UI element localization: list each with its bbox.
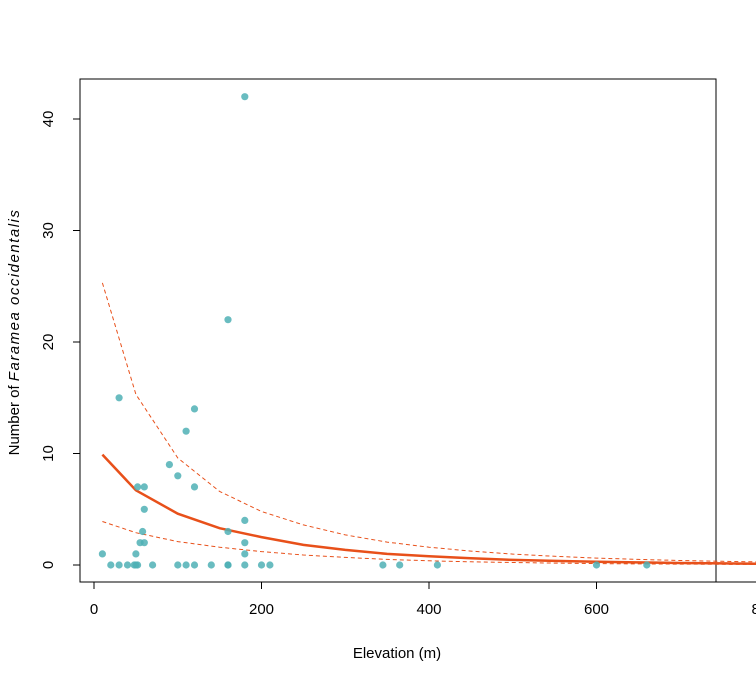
data-point bbox=[241, 539, 249, 547]
fitted-curve bbox=[101, 453, 756, 565]
data-point bbox=[241, 561, 249, 569]
data-point bbox=[149, 561, 157, 569]
y-tick-label: 40 bbox=[40, 111, 57, 128]
data-point bbox=[224, 561, 232, 569]
data-point bbox=[139, 527, 147, 536]
data-point bbox=[182, 427, 190, 435]
y-tick-label: 20 bbox=[40, 334, 57, 351]
data-points bbox=[98, 93, 651, 569]
data-point bbox=[224, 527, 232, 536]
data-point bbox=[241, 93, 249, 101]
data-point bbox=[257, 561, 266, 569]
data-point bbox=[174, 472, 182, 480]
data-point bbox=[140, 483, 148, 491]
upper-band-line bbox=[101, 282, 756, 563]
data-point bbox=[190, 483, 199, 491]
data-point bbox=[266, 561, 274, 569]
data-point bbox=[190, 405, 199, 413]
x-tick-label: 600 bbox=[584, 601, 609, 618]
data-point bbox=[433, 561, 441, 569]
plot-frame bbox=[79, 78, 717, 583]
x-tick-label: 0 bbox=[90, 601, 98, 618]
y-axis-title-species: Faramea occidentalis bbox=[6, 209, 23, 382]
data-point bbox=[182, 561, 190, 569]
fit-line bbox=[101, 453, 756, 565]
data-point bbox=[115, 561, 123, 569]
x-axis-title: Elevation (m) bbox=[353, 645, 441, 662]
data-point bbox=[207, 561, 215, 569]
data-point bbox=[98, 550, 106, 558]
y-tick-label: 30 bbox=[40, 222, 57, 239]
data-point bbox=[190, 561, 199, 569]
y-tick-label: 0 bbox=[40, 561, 57, 569]
data-point bbox=[592, 561, 601, 569]
x-axis: 0 200 400 600 800 bbox=[90, 581, 756, 618]
data-point bbox=[140, 539, 148, 547]
x-tick-label: 400 bbox=[416, 601, 441, 618]
data-point bbox=[134, 483, 142, 491]
data-point bbox=[132, 550, 140, 558]
x-tick-label: 800 bbox=[751, 601, 756, 618]
x-tick-label: 200 bbox=[249, 601, 274, 618]
data-point bbox=[115, 394, 123, 402]
data-point bbox=[224, 316, 232, 324]
data-point bbox=[123, 561, 132, 569]
data-point bbox=[165, 461, 173, 469]
data-point bbox=[643, 561, 651, 569]
y-axis-title-prefix: Number of bbox=[6, 381, 23, 455]
data-point bbox=[140, 505, 148, 513]
data-point bbox=[241, 516, 249, 525]
lower-band-line bbox=[102, 521, 756, 565]
data-point bbox=[379, 561, 387, 569]
y-axis: 0 10 20 30 40 bbox=[40, 111, 81, 569]
data-point bbox=[241, 550, 249, 558]
y-tick-label: 10 bbox=[40, 445, 57, 462]
data-point bbox=[396, 561, 404, 569]
data-point bbox=[174, 561, 182, 569]
data-point bbox=[107, 561, 115, 569]
data-point bbox=[134, 561, 142, 569]
y-axis-title: Number of Faramea occidentalis bbox=[6, 209, 23, 456]
